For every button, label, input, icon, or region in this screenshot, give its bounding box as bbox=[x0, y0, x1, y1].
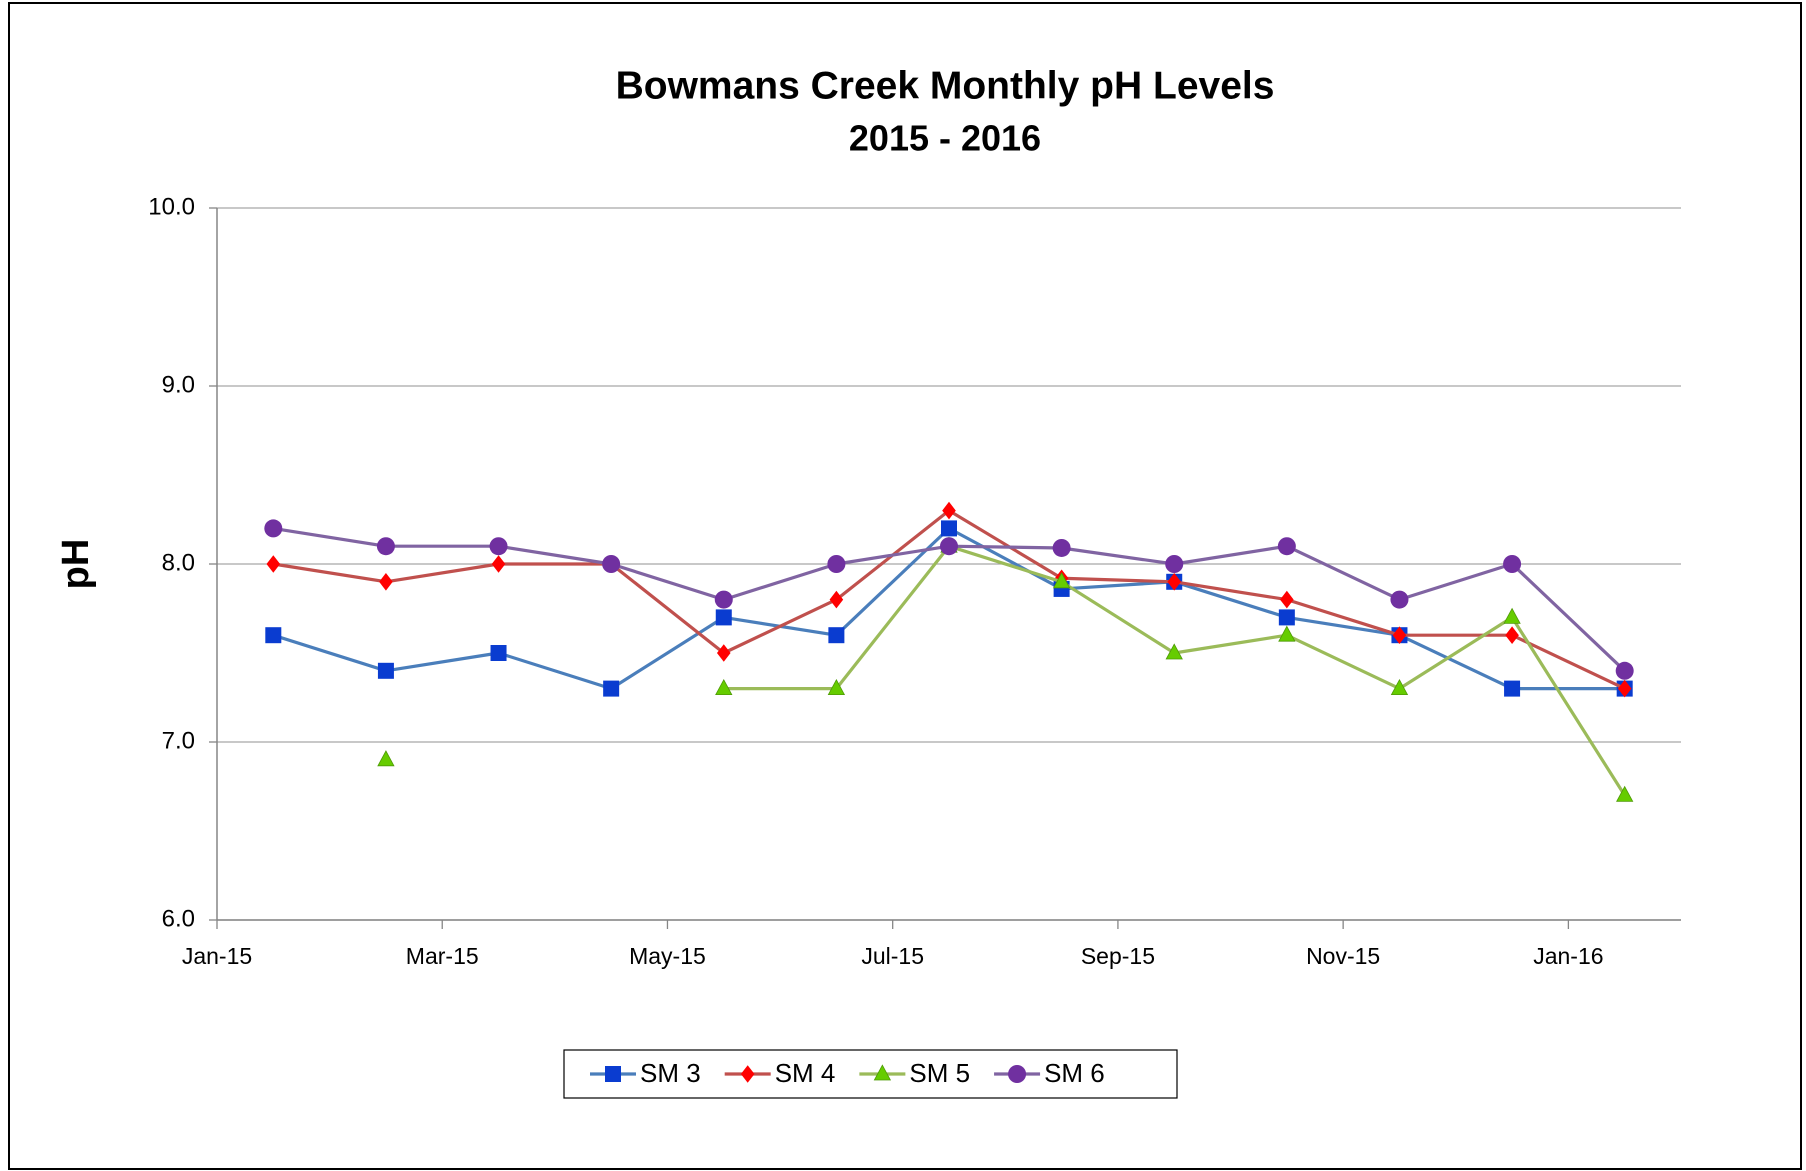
data-point bbox=[1505, 626, 1519, 644]
legend-marker bbox=[1008, 1065, 1027, 1083]
legend-label: SM 5 bbox=[909, 1058, 970, 1088]
data-point bbox=[716, 644, 731, 662]
data-point bbox=[489, 537, 508, 556]
data-point bbox=[941, 520, 957, 537]
legend-marker bbox=[873, 1064, 892, 1081]
data-point bbox=[602, 555, 621, 573]
data-point bbox=[1278, 609, 1295, 626]
legend-label: SM 4 bbox=[775, 1058, 836, 1088]
y-tick-label: 9.0 bbox=[162, 371, 195, 398]
data-point bbox=[1392, 626, 1407, 644]
data-point bbox=[1390, 590, 1409, 609]
data-point bbox=[1503, 555, 1522, 573]
x-tick-label: Nov-15 bbox=[1306, 943, 1380, 969]
data-point bbox=[377, 662, 394, 679]
data-point bbox=[1052, 572, 1071, 589]
data-point bbox=[828, 627, 845, 644]
legend-label: SM 3 bbox=[640, 1058, 701, 1088]
data-point bbox=[377, 750, 395, 767]
data-point bbox=[1615, 661, 1634, 680]
x-tick-label: Sep-15 bbox=[1081, 943, 1155, 969]
data-point bbox=[1504, 680, 1521, 697]
data-point bbox=[940, 537, 958, 556]
data-point bbox=[1052, 538, 1071, 557]
data-point bbox=[829, 590, 844, 609]
data-point bbox=[376, 537, 395, 556]
data-point bbox=[1277, 537, 1296, 556]
data-point bbox=[714, 590, 733, 609]
legend-marker bbox=[740, 1065, 755, 1083]
y-tick-label: 10.0 bbox=[148, 193, 195, 220]
data-point bbox=[603, 680, 620, 697]
data-point bbox=[1165, 643, 1183, 660]
data-point bbox=[490, 645, 507, 661]
data-point bbox=[1280, 590, 1294, 609]
chart-title: Bowmans Creek Monthly pH Levels bbox=[616, 64, 1275, 107]
data-point bbox=[1167, 573, 1182, 591]
data-point bbox=[1616, 785, 1634, 802]
x-tick-label: Jul-15 bbox=[861, 943, 924, 969]
data-point bbox=[715, 678, 733, 695]
data-point bbox=[491, 555, 506, 573]
data-point bbox=[379, 573, 393, 591]
chart-border bbox=[8, 2, 1802, 1170]
data-point bbox=[264, 519, 283, 538]
data-point bbox=[1503, 607, 1521, 624]
x-tick-label: Mar-15 bbox=[406, 943, 479, 969]
legend-marker bbox=[605, 1066, 621, 1082]
x-tick-label: Jan-16 bbox=[1533, 943, 1603, 969]
y-tick-label: 6.0 bbox=[162, 905, 195, 932]
data-point bbox=[942, 501, 956, 520]
data-point bbox=[1165, 555, 1184, 573]
data-point bbox=[1278, 625, 1296, 642]
data-point bbox=[715, 609, 732, 626]
data-point bbox=[1617, 679, 1632, 698]
x-tick-label: May-15 bbox=[629, 943, 706, 969]
data-point bbox=[265, 627, 282, 644]
y-tick-label: 8.0 bbox=[162, 549, 195, 576]
chart-subtitle: 2015 - 2016 bbox=[849, 118, 1041, 159]
data-point bbox=[266, 555, 281, 573]
y-tick-label: 7.0 bbox=[162, 727, 195, 754]
x-tick-label: Jan-15 bbox=[182, 943, 252, 969]
data-point bbox=[827, 678, 846, 695]
data-point bbox=[1390, 678, 1409, 695]
legend-label: SM 6 bbox=[1044, 1058, 1105, 1088]
y-axis-label: pH bbox=[55, 539, 97, 590]
data-point bbox=[827, 555, 846, 573]
